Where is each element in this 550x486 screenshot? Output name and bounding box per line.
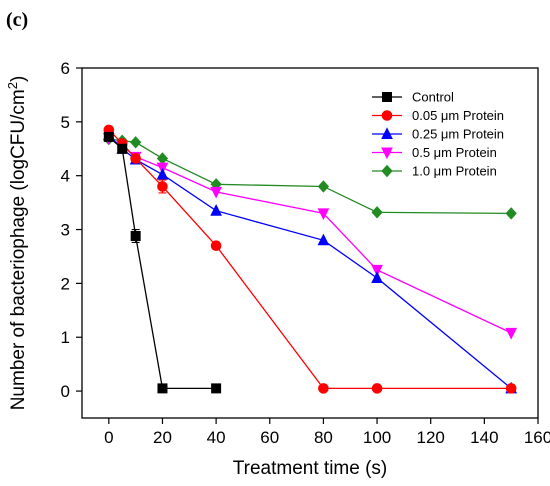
x-tick-label: 80 (314, 428, 333, 447)
x-tick-label: 100 (363, 428, 391, 447)
legend-marker (381, 127, 393, 140)
legend-marker (381, 147, 393, 160)
data-point (211, 383, 222, 394)
legend-label: Control (412, 90, 454, 105)
data-point (505, 383, 517, 394)
data-point (505, 207, 517, 220)
data-point (156, 152, 169, 165)
data-point (210, 240, 222, 251)
legend-label: 0.25 μm Protein (412, 127, 504, 142)
data-point (210, 203, 222, 216)
legend-entry: 0.05 μm Protein (372, 108, 504, 123)
data-point (318, 383, 329, 394)
x-axis-title: Treatment time (s) (233, 458, 388, 479)
data-point (317, 180, 330, 193)
legend-label: 0.05 μm Protein (412, 108, 504, 123)
legend-marker (381, 164, 393, 178)
y-tick-label: 5 (61, 113, 70, 132)
y-tick-label: 4 (61, 167, 70, 186)
data-point (371, 271, 383, 284)
y-tick-label: 3 (61, 221, 70, 240)
x-tick-label: 20 (153, 428, 172, 447)
y-tick-label: 2 (61, 274, 70, 293)
y-tick-label: 0 (61, 382, 70, 401)
legend-label: 0.5 μm Protein (412, 145, 497, 160)
x-tick-label: 0 (104, 428, 113, 447)
legend-marker (381, 92, 392, 103)
data-point (371, 264, 383, 277)
data-point (210, 186, 222, 199)
legend-entry: 0.5 μm Protein (372, 145, 497, 160)
data-point (130, 230, 141, 241)
x-tick-label: 120 (417, 428, 445, 447)
y-axis-title-main: Number of bacteriophage (logCFU/cm (8, 89, 29, 410)
panel-label: (c) (6, 9, 28, 31)
legend-entry: Control (372, 90, 454, 105)
legend: Control 0.05 μm Protein 0.25 μm Protein 0.5… (372, 90, 504, 179)
plot-area-frame (81, 67, 539, 419)
legend-entry: 0.25 μm Protein (372, 127, 504, 142)
data-point (371, 206, 383, 219)
x-tick-label: 160 (524, 428, 550, 447)
data-point (505, 327, 518, 340)
legend-marker (381, 110, 393, 121)
x-tick-label: 40 (207, 428, 226, 447)
series-control (103, 131, 222, 394)
data-point (103, 131, 114, 142)
y-tick-label: 6 (61, 59, 70, 78)
x-tick-label: 140 (470, 428, 498, 447)
y-axis-title-superscript: 2 (5, 82, 20, 89)
legend-label: 1.0 μm Protein (412, 164, 497, 179)
data-point (130, 153, 141, 164)
y-tick-label: 1 (61, 328, 70, 347)
y-axis-title-end: ) (8, 76, 29, 82)
data-point (317, 208, 330, 221)
data-point (157, 181, 168, 192)
legend-entry: 1.0 μm Protein (372, 164, 497, 179)
x-tick-label: 60 (260, 428, 279, 447)
data-point (130, 136, 142, 149)
data-point (317, 233, 330, 246)
y-axis-title: Number of bacteriophage (logCFU/cm2) (5, 76, 30, 411)
data-point (371, 383, 383, 394)
data-point (157, 383, 168, 394)
data-point (156, 167, 169, 180)
data-point (117, 143, 128, 154)
